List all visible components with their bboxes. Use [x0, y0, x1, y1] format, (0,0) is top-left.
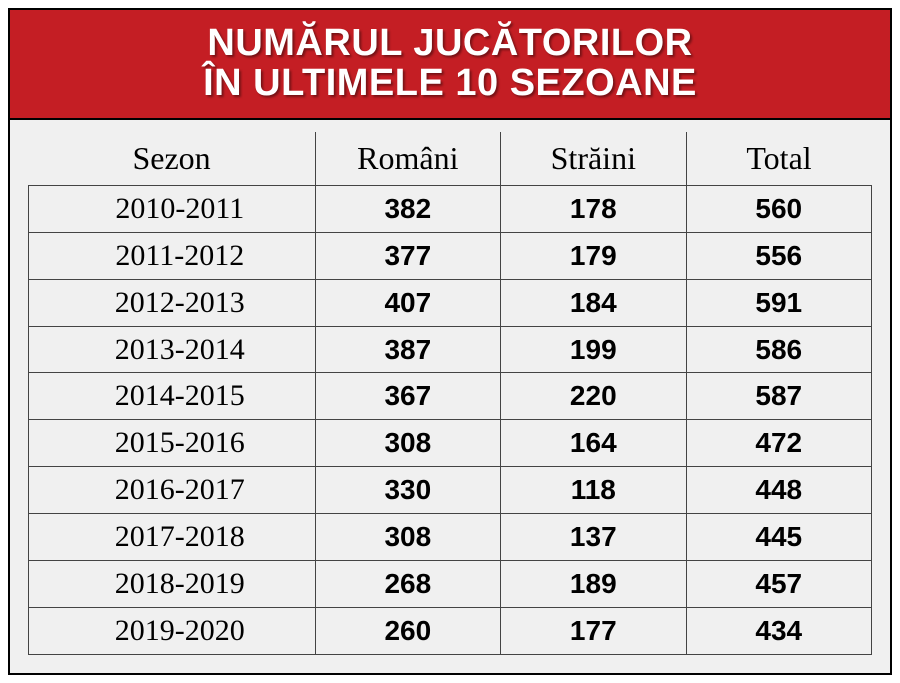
cell-straini: 177 — [501, 608, 686, 655]
table-row: 2019-2020 260 177 434 — [29, 608, 872, 655]
cell-straini: 137 — [501, 514, 686, 561]
col-header-total: Total — [686, 132, 871, 186]
cell-romani: 260 — [315, 608, 500, 655]
cell-season: 2013-2014 — [29, 326, 316, 373]
cell-straini: 184 — [501, 279, 686, 326]
cell-season: 2018-2019 — [29, 561, 316, 608]
cell-straini: 189 — [501, 561, 686, 608]
col-header-season: Sezon — [29, 132, 316, 186]
cell-straini: 164 — [501, 420, 686, 467]
cell-total: 457 — [686, 561, 871, 608]
cell-romani: 308 — [315, 420, 500, 467]
table-header-row: Sezon Români Străini Total — [29, 132, 872, 186]
table-body: 2010-2011 382 178 560 2011-2012 377 179 … — [29, 185, 872, 654]
cell-season: 2011-2012 — [29, 232, 316, 279]
table-row: 2010-2011 382 178 560 — [29, 185, 872, 232]
table-row: 2015-2016 308 164 472 — [29, 420, 872, 467]
cell-romani: 308 — [315, 514, 500, 561]
cell-straini: 220 — [501, 373, 686, 420]
cell-season: 2019-2020 — [29, 608, 316, 655]
cell-total: 586 — [686, 326, 871, 373]
table-row: 2011-2012 377 179 556 — [29, 232, 872, 279]
table-row: 2014-2015 367 220 587 — [29, 373, 872, 420]
cell-romani: 382 — [315, 185, 500, 232]
cell-total: 556 — [686, 232, 871, 279]
cell-romani: 387 — [315, 326, 500, 373]
title-bar: NUMĂRUL JUCĂTORILOR ÎN ULTIMELE 10 SEZOA… — [10, 10, 890, 120]
cell-romani: 367 — [315, 373, 500, 420]
cell-romani: 407 — [315, 279, 500, 326]
cell-season: 2015-2016 — [29, 420, 316, 467]
cell-straini: 118 — [501, 467, 686, 514]
cell-season: 2016-2017 — [29, 467, 316, 514]
table-row: 2018-2019 268 189 457 — [29, 561, 872, 608]
title-line-2: ÎN ULTIMELE 10 SEZOANE — [20, 64, 880, 104]
col-header-romani: Români — [315, 132, 500, 186]
cell-season: 2010-2011 — [29, 185, 316, 232]
figure-container: NUMĂRUL JUCĂTORILOR ÎN ULTIMELE 10 SEZOA… — [8, 8, 892, 675]
cell-season: 2017-2018 — [29, 514, 316, 561]
cell-total: 445 — [686, 514, 871, 561]
cell-total: 472 — [686, 420, 871, 467]
table-wrap: Sezon Români Străini Total 2010-2011 382… — [10, 120, 890, 673]
table-row: 2013-2014 387 199 586 — [29, 326, 872, 373]
cell-romani: 330 — [315, 467, 500, 514]
cell-season: 2012-2013 — [29, 279, 316, 326]
players-table: Sezon Români Străini Total 2010-2011 382… — [28, 132, 872, 655]
cell-total: 448 — [686, 467, 871, 514]
cell-straini: 179 — [501, 232, 686, 279]
table-row: 2016-2017 330 118 448 — [29, 467, 872, 514]
table-row: 2012-2013 407 184 591 — [29, 279, 872, 326]
cell-total: 434 — [686, 608, 871, 655]
cell-romani: 377 — [315, 232, 500, 279]
cell-romani: 268 — [315, 561, 500, 608]
cell-total: 587 — [686, 373, 871, 420]
cell-total: 560 — [686, 185, 871, 232]
title-line-1: NUMĂRUL JUCĂTORILOR — [20, 24, 880, 64]
cell-straini: 178 — [501, 185, 686, 232]
col-header-straini: Străini — [501, 132, 686, 186]
cell-straini: 199 — [501, 326, 686, 373]
cell-total: 591 — [686, 279, 871, 326]
table-row: 2017-2018 308 137 445 — [29, 514, 872, 561]
cell-season: 2014-2015 — [29, 373, 316, 420]
